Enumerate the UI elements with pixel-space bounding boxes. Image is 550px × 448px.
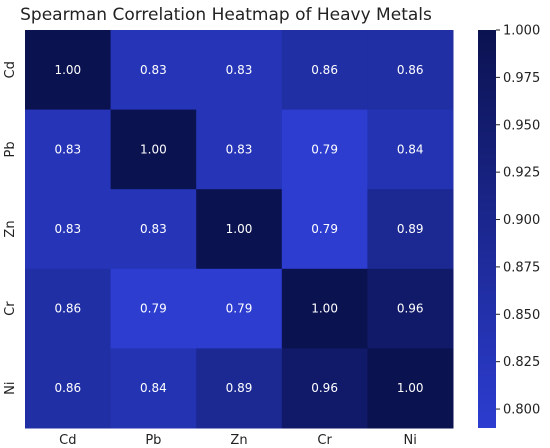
cell-value-label: 0.83 xyxy=(140,222,167,236)
heatmap-cell xyxy=(196,109,283,190)
heatmap-cell xyxy=(281,348,368,429)
x-axis-ticks: Cd Pb Zn Cr Ni xyxy=(59,433,417,448)
cell-value-label: 0.96 xyxy=(311,381,338,395)
cell-value-label: 0.96 xyxy=(397,302,424,316)
heatmap-cell xyxy=(367,30,454,111)
cell-value-label: 0.83 xyxy=(226,63,253,77)
cell-value-label: 1.00 xyxy=(54,63,81,77)
x-tick-label: Pb xyxy=(145,433,161,448)
chart-title: Spearman Correlation Heatmap of Heavy Me… xyxy=(20,5,432,25)
x-tick-label: Cd xyxy=(59,433,76,448)
heatmap-cell xyxy=(367,109,454,190)
colorbar-tick-label: 1.000 xyxy=(503,24,540,39)
y-tick-label: Ni xyxy=(3,382,18,395)
y-axis-ticks: Cd Pb Zn Cr Ni xyxy=(3,61,18,395)
cell-value-label: 0.89 xyxy=(397,222,424,236)
x-tick-label: Zn xyxy=(230,433,247,448)
colorbar-tick-label: 0.800 xyxy=(503,403,540,418)
heatmap-cell xyxy=(110,30,197,111)
colorbar-tick-label: 0.950 xyxy=(503,118,540,133)
cell-value-label: 1.00 xyxy=(140,142,167,156)
cell-value-label: 0.84 xyxy=(397,142,424,156)
cell-value-label: 1.00 xyxy=(397,381,424,395)
cell-value-label: 0.86 xyxy=(311,63,338,77)
colorbar-tick-label: 0.900 xyxy=(503,213,540,228)
cell-value-label: 0.79 xyxy=(226,302,253,316)
cell-value-label: 0.86 xyxy=(54,381,81,395)
heatmap-cell xyxy=(281,268,368,349)
cell-value-label: 0.79 xyxy=(311,142,338,156)
cell-value-label: 0.83 xyxy=(226,142,253,156)
cell-value-label: 0.79 xyxy=(140,302,167,316)
heatmap-cell xyxy=(110,109,197,190)
colorbar-ticks: 0.800 0.825 0.850 0.875 0.900 0.925 0.950 0.975… xyxy=(496,24,540,418)
colorbar-tick-label: 0.825 xyxy=(503,355,540,370)
colorbar-tick-label: 0.975 xyxy=(503,71,540,86)
heatmap-cell xyxy=(281,189,368,270)
heatmap-cell xyxy=(110,348,197,429)
heatmap-cell xyxy=(367,348,454,429)
x-tick-label: Ni xyxy=(404,433,417,448)
x-tick-label: Cr xyxy=(317,433,332,448)
y-tick-label: Cr xyxy=(3,301,18,316)
heatmap-cell xyxy=(281,109,368,190)
cell-value-label: 0.86 xyxy=(397,63,424,77)
heatmap-cells: 1.00 0.83 0.83 0.86 0.86 0.83 1.00 0.83 0.79 0.84… xyxy=(25,30,454,429)
heatmap-cell xyxy=(25,348,112,429)
colorbar-tick-label: 0.925 xyxy=(503,166,540,181)
cell-value-label: 0.89 xyxy=(226,381,253,395)
cell-value-label: 0.79 xyxy=(311,222,338,236)
cell-value-label: 0.83 xyxy=(54,142,81,156)
cell-value-label: 0.83 xyxy=(140,63,167,77)
heatmap-cell xyxy=(367,189,454,270)
heatmap-cell xyxy=(110,189,197,270)
heatmap-cell xyxy=(25,109,112,190)
heatmap-cell xyxy=(196,268,283,349)
cell-value-label: 0.84 xyxy=(140,381,167,395)
colorbar-tick-label: 0.875 xyxy=(503,260,540,275)
heatmap-cell xyxy=(25,268,112,349)
y-tick-label: Pb xyxy=(3,141,18,157)
cell-value-label: 0.86 xyxy=(54,302,81,316)
y-tick-label: Zn xyxy=(3,220,18,237)
heatmap-cell xyxy=(25,189,112,270)
heatmap-cell xyxy=(110,268,197,349)
colorbar-tick-label: 0.850 xyxy=(503,308,540,323)
cell-value-label: 1.00 xyxy=(311,302,338,316)
heatmap-cell xyxy=(25,30,112,111)
heatmap-cell xyxy=(281,30,368,111)
heatmap-cell xyxy=(196,348,283,429)
heatmap-cell xyxy=(196,189,283,270)
cell-value-label: 1.00 xyxy=(226,222,253,236)
heatmap-cell xyxy=(196,30,283,111)
y-tick-label: Cd xyxy=(3,61,18,78)
colorbar xyxy=(478,30,496,428)
cell-value-label: 0.83 xyxy=(54,222,81,236)
heatmap-cell xyxy=(367,268,454,349)
